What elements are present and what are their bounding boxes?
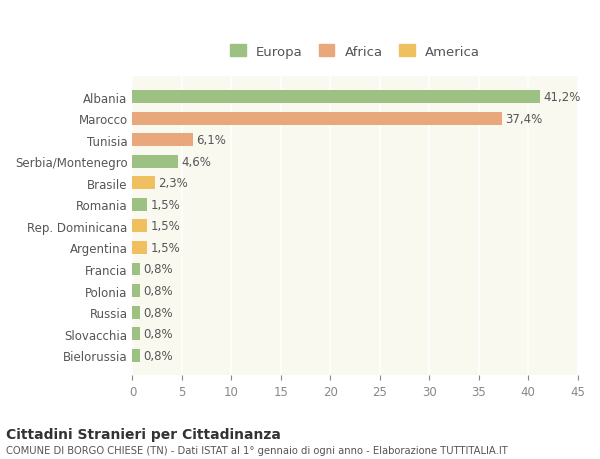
Bar — [133, 306, 140, 319]
Text: 41,2%: 41,2% — [543, 91, 580, 104]
Bar — [133, 263, 140, 276]
Bar — [133, 349, 140, 362]
Bar — [133, 327, 140, 341]
Text: 0,8%: 0,8% — [143, 349, 173, 362]
Bar — [133, 112, 502, 125]
Text: 37,4%: 37,4% — [505, 112, 542, 125]
Bar — [133, 198, 148, 211]
Text: 0,8%: 0,8% — [143, 263, 173, 276]
Text: 0,8%: 0,8% — [143, 285, 173, 297]
Text: 4,6%: 4,6% — [181, 155, 211, 168]
Text: 2,3%: 2,3% — [158, 177, 188, 190]
Text: Cittadini Stranieri per Cittadinanza: Cittadini Stranieri per Cittadinanza — [6, 427, 281, 441]
Text: 1,5%: 1,5% — [150, 241, 180, 254]
Text: COMUNE DI BORGO CHIESE (TN) - Dati ISTAT al 1° gennaio di ogni anno - Elaborazio: COMUNE DI BORGO CHIESE (TN) - Dati ISTAT… — [6, 445, 508, 455]
Text: 1,5%: 1,5% — [150, 220, 180, 233]
Text: 0,8%: 0,8% — [143, 306, 173, 319]
Legend: Europa, Africa, America: Europa, Africa, America — [230, 45, 481, 58]
Bar — [133, 177, 155, 190]
Bar — [133, 285, 140, 297]
Bar — [133, 156, 178, 168]
Bar — [133, 91, 540, 104]
Bar — [133, 241, 148, 254]
Text: 1,5%: 1,5% — [150, 198, 180, 211]
Bar — [133, 220, 148, 233]
Bar — [133, 134, 193, 147]
Text: 0,8%: 0,8% — [143, 327, 173, 341]
Text: 6,1%: 6,1% — [196, 134, 226, 147]
